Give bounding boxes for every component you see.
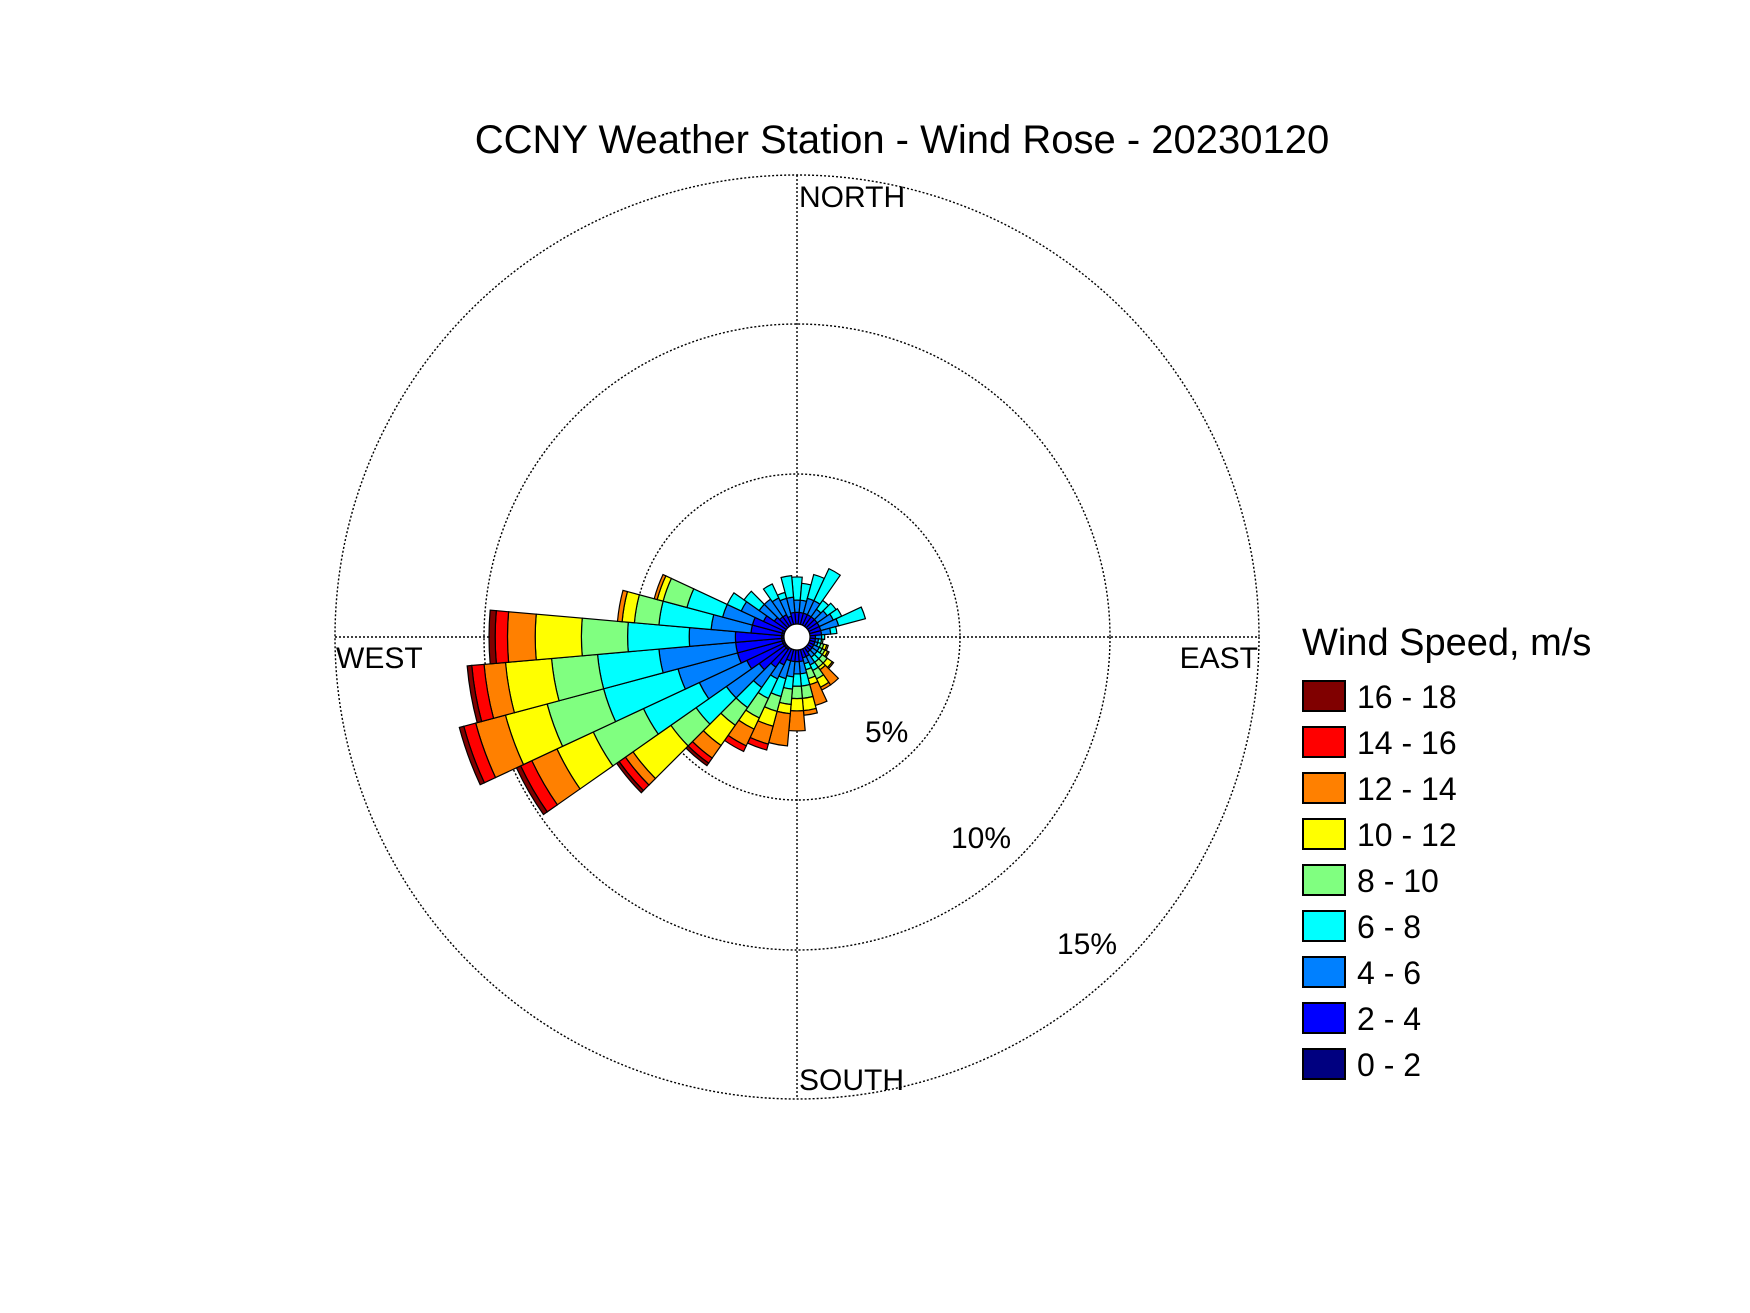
sector-270-bin-6 [506,611,537,663]
chart-title: CCNY Weather Station - Wind Rose - 20230… [475,118,1330,162]
sector-0-bin-3 [791,576,803,601]
sector-330-bin-3 [762,583,780,603]
legend-swatch [1302,726,1346,758]
sector-90-bin-3 [820,633,826,641]
grid-ring-10 [483,323,1111,951]
sector-180-bin-4 [790,685,804,700]
legend-label: 0 - 2 [1357,1047,1421,1083]
wind-sectors [458,567,867,816]
compass-south-label: SOUTH [799,1064,904,1097]
legend-label: 2 - 4 [1357,1001,1421,1037]
legend-swatch [1302,910,1346,942]
legend-swatch [1302,864,1346,896]
legend-label: 8 - 10 [1357,863,1439,899]
legend-swatch [1302,680,1346,712]
ring-label-5: 5% [865,716,908,749]
sector-290-bin-6 [653,573,667,601]
sector-270-bin-8 [488,609,497,665]
sector-180-bin-6 [788,709,806,732]
legend-label: 12 - 14 [1357,771,1457,807]
ring-label-15: 15% [1057,928,1117,961]
legend-swatch [1302,1002,1346,1034]
legend-swatch [1302,1048,1346,1080]
sector-70-bin-3 [835,606,867,627]
sector-270-bin-5 [534,613,583,661]
legend-swatch [1302,818,1346,850]
calm-center [783,623,811,651]
sector-280-bin-6 [616,589,629,623]
sector-30-bin-3 [813,567,842,606]
sector-80-bin-3 [828,625,838,635]
sector-350-bin-3 [780,574,795,600]
compass-north-label: NORTH [799,181,905,214]
sector-310-bin-3 [743,590,766,612]
legend-swatch [1302,956,1346,988]
legend-label: 16 - 18 [1357,679,1457,715]
legend-label: 14 - 16 [1357,725,1457,761]
legend-title: Wind Speed, m/s [1302,622,1591,664]
legend: 16 - 18 14 - 16 12 - 14 10 - 12 8 - 10 6 - 8 4… [1302,679,1457,1083]
sector-180-bin-5 [789,697,805,712]
legend-label: 4 - 6 [1357,955,1421,991]
sector-300-bin-3 [726,591,748,612]
sector-270-bin-4 [580,617,629,657]
sector-270-bin-7 [494,610,510,664]
legend-swatch [1302,772,1346,804]
compass-east-label: EAST [1180,642,1258,675]
compass-west-label: WEST [336,642,423,675]
sector-260-bin-8 [466,664,483,724]
sector-250-bin-8 [458,725,486,786]
legend-label: 10 - 12 [1357,817,1457,853]
ring-label-10: 10% [951,822,1011,855]
legend-label: 6 - 8 [1357,909,1421,945]
